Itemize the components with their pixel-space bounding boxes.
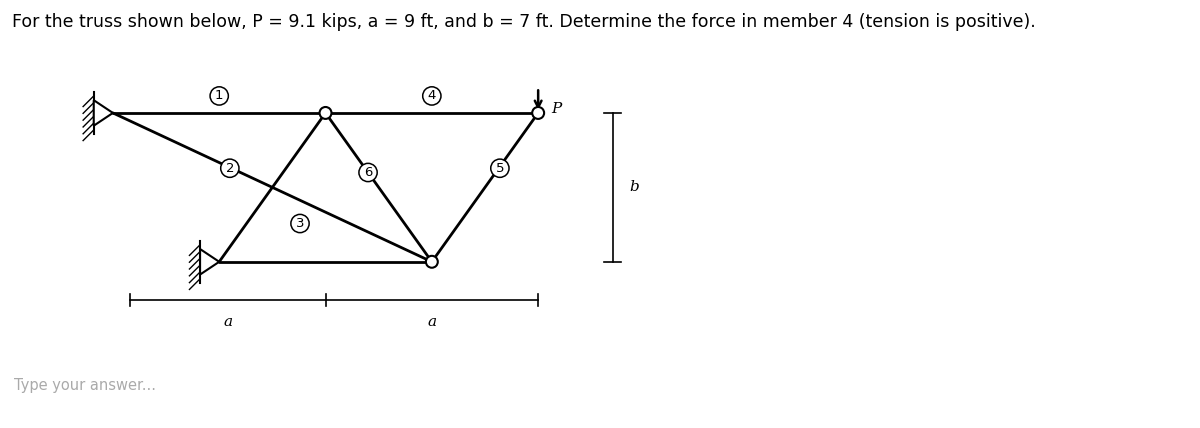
Text: b: b: [630, 180, 640, 194]
Text: 5: 5: [496, 162, 504, 175]
Text: For the truss shown below, P = 9.1 kips, a = 9 ft, and b = 7 ft. Determine the f: For the truss shown below, P = 9.1 kips,…: [12, 13, 1036, 31]
Text: a: a: [223, 315, 233, 329]
Text: Type your answer...: Type your answer...: [14, 377, 156, 393]
Text: a: a: [427, 315, 437, 329]
Text: 1: 1: [215, 89, 223, 102]
Circle shape: [426, 256, 438, 268]
Circle shape: [533, 107, 544, 119]
Text: 2: 2: [226, 162, 234, 175]
Text: P: P: [551, 102, 562, 116]
Text: 4: 4: [427, 89, 436, 102]
Circle shape: [319, 107, 331, 119]
Polygon shape: [94, 100, 113, 126]
Text: 3: 3: [295, 217, 305, 230]
Polygon shape: [200, 249, 220, 274]
Text: 6: 6: [364, 166, 372, 179]
